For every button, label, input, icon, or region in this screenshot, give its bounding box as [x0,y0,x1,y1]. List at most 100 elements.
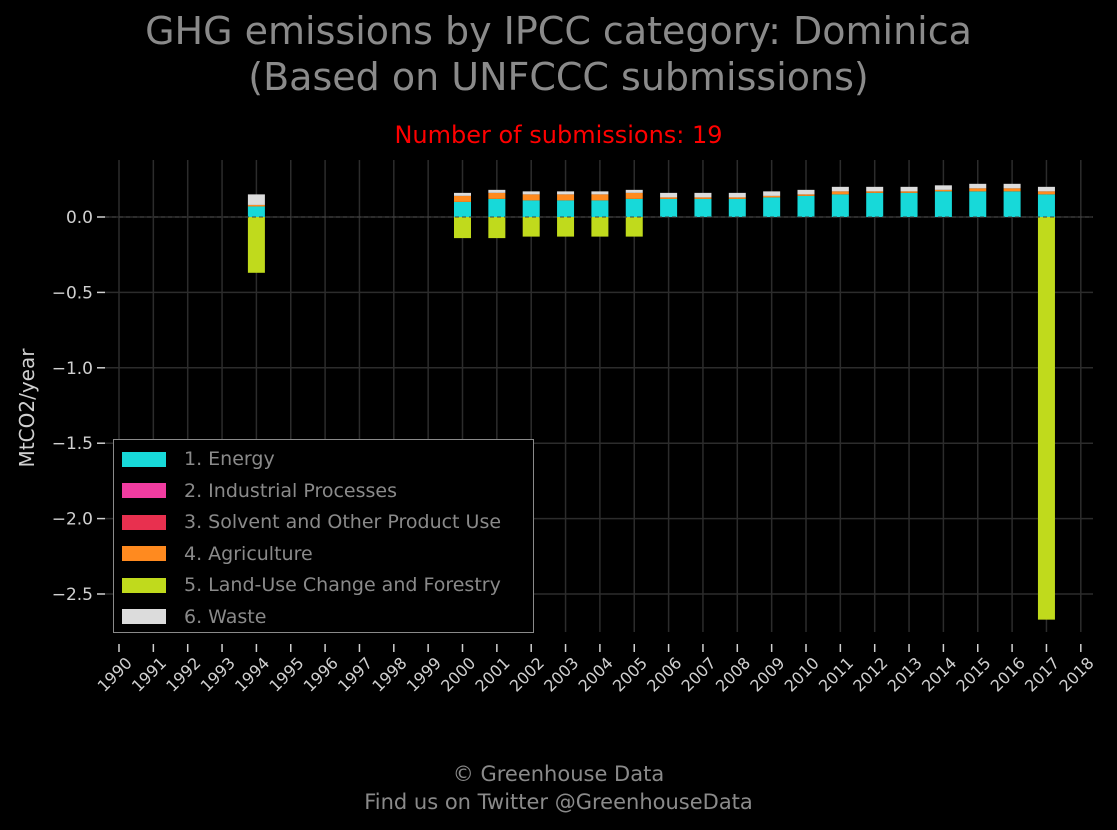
bar-segment [900,186,918,192]
chart-title-line1: GHG emissions by IPCC category: Dominica [145,9,972,53]
bar-segment [763,195,781,198]
y-tick-label: −1.5 [52,434,93,454]
legend-label: 5. Land-Use Change and Forestry [184,574,501,596]
x-tick-label: 1991 [128,653,170,695]
bar-segment [694,192,712,198]
x-tick-label: 2012 [849,653,891,695]
bar-segment [488,217,506,239]
bar-segment [247,206,265,217]
x-tick-label: 1993 [197,653,239,695]
bar-segment [454,201,471,217]
legend-item: 4. Agriculture [122,542,313,566]
bar-segment [557,194,575,201]
y-tick-label: 0.0 [66,208,93,228]
legend-label: 3. Solvent and Other Product Use [184,511,502,533]
x-tick-label: 2011 [815,653,857,695]
bar-segment [866,192,884,217]
bar-segment [522,194,540,201]
chart-subtitle: Number of submissions: 19 [394,121,723,149]
footer-twitter: Find us on Twitter @GreenhouseData [364,790,753,814]
bar-segment [625,192,643,199]
bar-segment [625,189,643,193]
x-tick-label: 2006 [643,653,685,695]
legend-item: 6. Waste [122,605,266,629]
bar-segment [488,198,506,217]
chart-title: GHG emissions by IPCC category: Dominica… [0,8,1117,100]
bar-segment [522,200,540,217]
bar-segment [694,198,712,217]
bar-segment [660,198,678,217]
bar-segment [660,197,678,199]
x-tick-label: 2018 [1055,653,1097,695]
y-tick-label: −0.5 [52,283,93,303]
x-tick-label: 1994 [231,653,273,695]
legend-swatch [122,609,166,624]
bar-segment [454,192,471,196]
legend-item: 1. Energy [122,447,275,471]
bar-segment [1037,186,1055,192]
legend-label: 4. Agriculture [184,542,313,565]
x-tick-label: 2013 [884,653,926,695]
bar-segment [1037,194,1055,217]
y-axis: 0.0 −0.5 −1.0 −1.5 −2.0 −2.5 [52,208,105,605]
bar-segment [488,192,506,199]
bar-segment [969,188,987,192]
bar-segment [797,195,815,217]
legend-label: 6. Waste [184,605,267,628]
x-tick-label: 2008 [712,653,754,695]
bar-segment [1003,191,1021,217]
bar-segment [557,200,575,217]
bar-segment [728,197,746,199]
bar-segment [522,191,540,195]
legend-swatch [122,483,166,498]
chart-title-line2: (Based on UNFCCC submissions) [248,55,869,99]
bar-segment [900,191,918,193]
x-tick-label: 2017 [1021,653,1063,695]
legend-swatch [122,577,166,593]
y-tick-label: −2.0 [52,510,93,530]
bar-segment [1003,183,1021,189]
footer-copyright: © Greenhouse Data [452,762,665,786]
legend-label: 1. Energy [184,448,275,470]
chart-canvas: 0.0 −0.5 −1.0 −1.5 −2.0 −2.5 1990199119921993… [15,160,1098,696]
bar-segment [557,191,575,195]
bar-segment [763,191,781,196]
bar-segment [625,217,643,237]
bar-segment [1003,188,1021,192]
bar-segment [247,204,265,207]
x-tick-label: 2016 [987,653,1029,695]
x-tick-label: 1996 [300,653,342,695]
bar-segment [969,191,987,217]
bar-segment [797,194,815,196]
bar-segment [660,192,678,198]
x-tick-label: 1998 [368,653,410,695]
x-tick-label: 2004 [575,653,617,695]
x-tick-label: 1992 [162,653,204,695]
x-tick-label: 1997 [334,653,376,695]
x-tick-label: 2014 [918,653,960,695]
bar-segment [728,198,746,217]
bar-segment [557,217,575,237]
x-tick-label: 2015 [952,653,994,695]
bar-segment [831,194,849,217]
bar-segment [831,186,849,192]
x-tick-label: 2009 [746,653,788,695]
bar-segment [934,189,952,192]
legend-label: 2. Industrial Processes [184,479,397,502]
bar-segment [591,200,609,217]
y-tick-label: −2.5 [52,585,93,605]
bar-segment [728,192,746,198]
bar-segment [934,185,952,190]
legend-swatch [122,451,166,467]
x-tick-label: 1995 [265,653,307,695]
y-tick-label: −1.0 [52,359,93,379]
bar-segment [522,217,540,237]
legend-swatch [122,546,166,561]
x-tick-label: 2005 [609,653,651,695]
x-tick-label: 2010 [781,653,823,695]
bar-segment [797,189,815,195]
bar-segment [866,191,884,193]
bar-segment [488,189,506,193]
bar-segment [247,194,265,205]
bar-segment [900,192,918,217]
